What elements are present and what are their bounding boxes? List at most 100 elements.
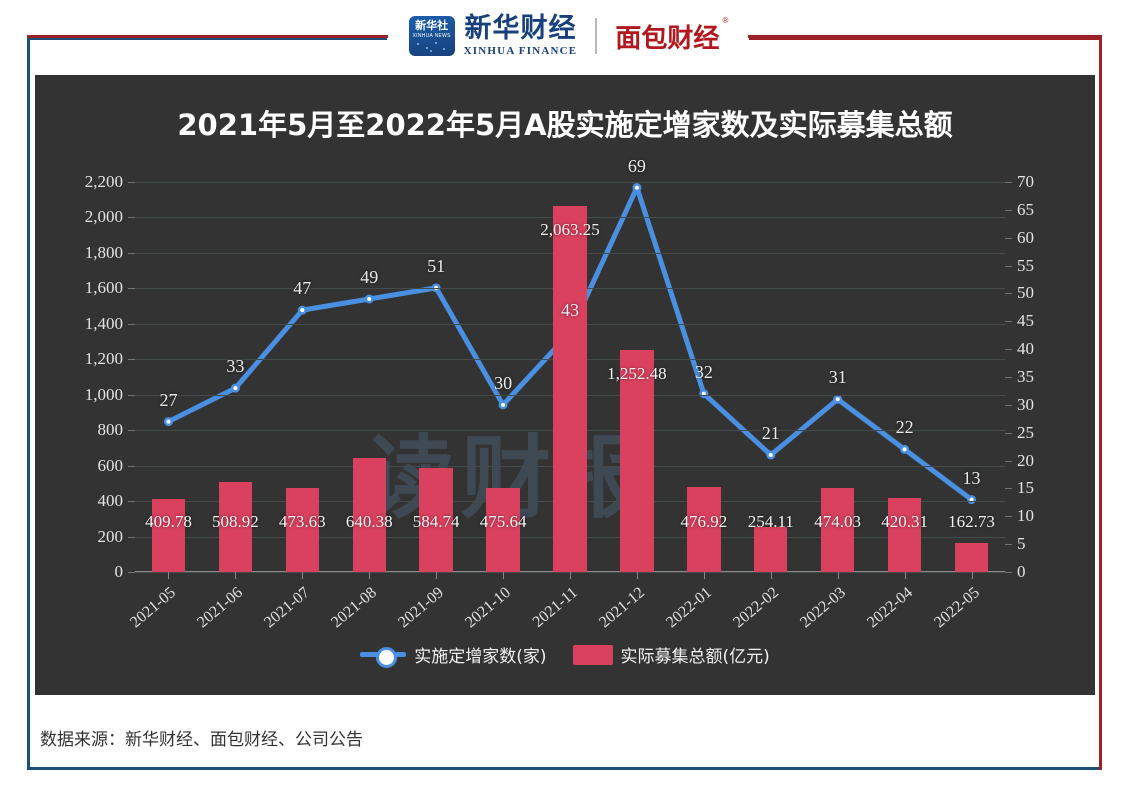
x-axis-label: 2021-09	[395, 584, 448, 632]
header-rule-right	[749, 37, 1101, 40]
y-axis-left-label: 400	[97, 491, 124, 511]
header-rule-left	[27, 37, 387, 40]
y-axis-right-label: 30	[1017, 394, 1034, 414]
bar-value-label: 420.31	[881, 512, 928, 531]
x-axis-label: 2022-01	[662, 584, 715, 632]
y-axis-left-tick	[128, 288, 135, 290]
y-axis-right-label: 70	[1017, 172, 1034, 191]
bar[interactable]	[285, 488, 320, 572]
bar-value-label: 162.73	[948, 512, 995, 531]
bar[interactable]	[486, 487, 520, 572]
y-axis-left-label: 200	[97, 526, 124, 546]
x-axis-label: 2021-11	[529, 584, 581, 631]
y-axis-left-label: 0	[114, 562, 124, 581]
y-axis-left-label: 1,600	[84, 278, 123, 298]
line-value-label: 47	[293, 278, 312, 299]
bar[interactable]	[820, 487, 855, 572]
bar[interactable]	[954, 543, 989, 572]
bar[interactable]	[754, 526, 788, 572]
bar-value-label: 640.38	[345, 512, 393, 531]
y-axis-left-label: 1,200	[84, 349, 123, 369]
line-marker[interactable]	[701, 391, 706, 396]
y-axis-right-label: 25	[1017, 422, 1034, 442]
bar[interactable]	[687, 487, 721, 572]
x-axis-tick	[636, 572, 638, 579]
bar[interactable]	[887, 497, 922, 572]
line-value-label: 13	[962, 467, 981, 488]
y-axis-right-tick	[1005, 265, 1012, 267]
network-dots-icon	[415, 42, 449, 52]
line-value-label: 32	[694, 361, 713, 382]
x-axis-tick	[837, 572, 839, 579]
line-value-label: 33	[226, 356, 245, 377]
bar[interactable]	[620, 349, 654, 572]
y-axis-right-label: 40	[1017, 339, 1034, 359]
line-marker[interactable]	[634, 185, 639, 190]
header-logos: 新华社 XINHUA NEWS 新华财经 XINHUA FINANCE 面包财经…	[0, 8, 1128, 64]
x-axis-tick	[302, 572, 304, 579]
x-axis-tick	[770, 572, 772, 579]
bar-value-label: 254.11	[747, 512, 794, 531]
line-value-label: 22	[895, 417, 914, 438]
x-axis-tick	[703, 572, 705, 579]
y-axis-left-tick	[128, 359, 135, 361]
y-axis-right-label: 15	[1017, 478, 1034, 498]
y-axis-right-label: 5	[1017, 534, 1026, 554]
line-marker[interactable]	[300, 308, 305, 313]
line-value-label: 21	[761, 423, 780, 443]
y-axis-right-tick	[1005, 182, 1012, 183]
y-axis-right-tick	[1005, 572, 1012, 573]
y-axis-left-tick	[128, 430, 135, 432]
bar[interactable]	[218, 481, 253, 572]
x-axis-label: 2021-12	[596, 584, 648, 632]
line-marker[interactable]	[166, 419, 171, 424]
legend-item-bar[interactable]: 实际募集总额(亿元)	[572, 642, 770, 667]
bar[interactable]	[553, 206, 587, 572]
chart-panel: 2021年5月至2022年5月A股实施定增家数及实际募集总额 读财报 0 200 4…	[35, 75, 1095, 695]
x-axis-tick	[436, 572, 438, 579]
y-axis-right-tick	[1005, 516, 1012, 518]
bar-value-label: 473.63	[278, 512, 326, 531]
x-axis-label: 2021-10	[462, 584, 514, 632]
legend-item-line[interactable]: 实施定增家数(家)	[360, 642, 547, 668]
line-value-label: 51	[427, 255, 446, 276]
y-axis-left-tick	[128, 465, 135, 467]
x-axis-tick	[971, 572, 973, 579]
line-value-label: 27	[159, 389, 178, 410]
line-marker[interactable]	[768, 453, 773, 457]
bar[interactable]	[419, 468, 453, 572]
y-axis-right-tick	[1005, 488, 1012, 490]
y-axis-left-tick	[128, 252, 135, 254]
bar[interactable]	[352, 458, 386, 572]
y-axis-left-tick	[128, 501, 135, 503]
y-axis-left-tick	[128, 572, 135, 573]
xinhua-finance-wordmark: 新华财经 XINHUA FINANCE	[464, 15, 578, 57]
mianbao-finance-logo: 面包财经 ®	[615, 16, 728, 55]
line-marker[interactable]	[902, 447, 907, 452]
y-axis-right-tick	[1005, 544, 1012, 546]
y-axis-left-label: 2,200	[84, 172, 123, 191]
line-marker[interactable]	[969, 497, 974, 502]
line-value-label: 49	[360, 267, 379, 287]
y-axis-left-tick	[128, 217, 135, 219]
legend-bar-swatch-icon	[572, 644, 613, 665]
legend-label-line: 实施定增家数(家)	[414, 647, 547, 667]
x-axis-tick	[168, 572, 170, 579]
xinhua-badge-en: XINHUA NEWS	[412, 33, 451, 39]
line-value-label: 31	[828, 367, 847, 388]
bar[interactable]	[151, 499, 186, 572]
line-marker[interactable]	[501, 402, 506, 407]
line-marker[interactable]	[835, 397, 840, 402]
line-marker[interactable]	[233, 386, 238, 391]
y-axis-left-label: 2,000	[84, 207, 123, 227]
legend-line-marker-icon	[360, 647, 407, 668]
x-axis-label: 2022-04	[863, 584, 916, 632]
line-marker[interactable]	[367, 297, 372, 301]
line-value-label: 43	[561, 300, 579, 321]
bar-value-label: 475.64	[479, 512, 527, 531]
data-source-note: 数据来源：新华财经、面包财经、公司公告	[40, 730, 363, 750]
y-axis-right-tick	[1005, 349, 1012, 351]
plot-area: 0 200 400 600 800 1,000 1,200 1,400 1,600 1,800 2,…	[85, 156, 1034, 632]
chart-legend: 实施定增家数(家) 实际募集总额(亿元)	[35, 642, 1095, 668]
